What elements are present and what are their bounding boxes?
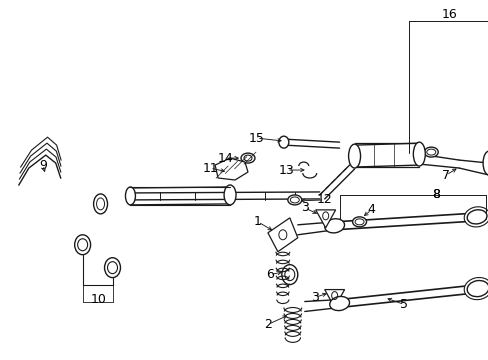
Ellipse shape — [463, 207, 488, 227]
Ellipse shape — [463, 278, 488, 300]
Ellipse shape — [75, 235, 90, 255]
Text: 12: 12 — [316, 193, 332, 206]
Ellipse shape — [329, 296, 349, 311]
Text: 11: 11 — [202, 162, 218, 175]
Text: 7: 7 — [441, 168, 449, 181]
Text: 4: 4 — [367, 203, 375, 216]
Polygon shape — [315, 210, 335, 228]
Text: 1: 1 — [253, 215, 262, 228]
Ellipse shape — [287, 195, 301, 205]
Text: 13: 13 — [278, 163, 294, 176]
Ellipse shape — [352, 217, 366, 227]
Ellipse shape — [482, 151, 488, 175]
Ellipse shape — [324, 219, 344, 233]
Ellipse shape — [93, 194, 107, 214]
Ellipse shape — [125, 187, 135, 205]
Text: 3: 3 — [300, 201, 308, 215]
Ellipse shape — [412, 142, 425, 166]
Text: 14: 14 — [217, 152, 232, 165]
Text: 10: 10 — [90, 293, 106, 306]
Text: 3: 3 — [310, 291, 318, 304]
Text: 8: 8 — [431, 188, 439, 202]
Ellipse shape — [278, 136, 288, 148]
Ellipse shape — [241, 153, 254, 163]
Ellipse shape — [104, 258, 120, 278]
Ellipse shape — [466, 210, 486, 224]
Ellipse shape — [224, 185, 236, 205]
Text: 16: 16 — [441, 8, 456, 21]
Text: 15: 15 — [248, 132, 264, 145]
Polygon shape — [215, 158, 247, 180]
Polygon shape — [324, 289, 344, 307]
Ellipse shape — [466, 280, 488, 297]
Ellipse shape — [281, 265, 297, 285]
Text: 5: 5 — [400, 298, 407, 311]
Text: 9: 9 — [39, 158, 47, 172]
Text: 8: 8 — [431, 188, 439, 202]
Ellipse shape — [348, 144, 360, 168]
Polygon shape — [267, 218, 297, 252]
Text: 2: 2 — [264, 318, 271, 331]
Ellipse shape — [424, 147, 437, 157]
Text: 6: 6 — [265, 268, 273, 281]
